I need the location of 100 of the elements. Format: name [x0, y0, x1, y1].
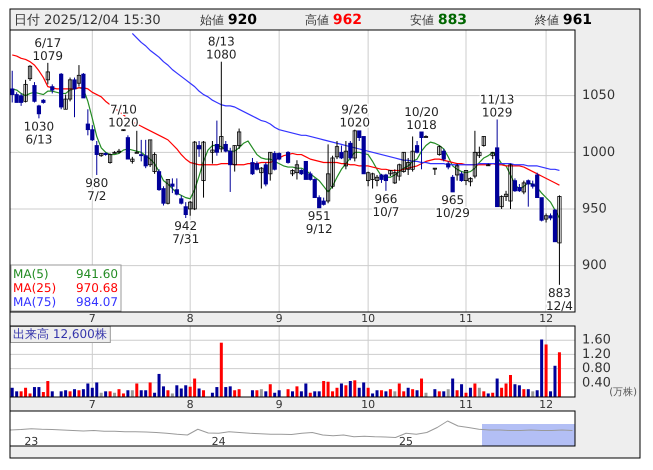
candlestick — [344, 140, 348, 170]
x-tick-label: 9 — [276, 312, 283, 325]
candlestick — [214, 120, 219, 156]
bar — [273, 392, 276, 397]
bar — [500, 388, 504, 397]
candlestick — [94, 140, 99, 176]
candlestick — [174, 178, 179, 196]
bar — [335, 388, 338, 397]
candlestick — [512, 178, 518, 192]
candlestick — [326, 144, 330, 204]
bar — [522, 389, 526, 397]
candlestick — [370, 172, 375, 190]
annotation: 883 12/4 — [546, 286, 573, 313]
text: MA(5) 941.60 — [13, 267, 118, 281]
bar — [268, 384, 272, 397]
y-tick-label: 950 — [582, 201, 607, 216]
candlestick — [294, 160, 300, 180]
bar — [198, 388, 201, 397]
bar — [558, 352, 561, 397]
x-tick-label: 11 — [459, 312, 474, 325]
y-tick-label: 1050 — [582, 88, 616, 104]
bar — [398, 384, 401, 397]
candlestick — [437, 145, 442, 156]
candlestick — [36, 104, 42, 119]
candlestick — [32, 82, 37, 103]
candlestick — [348, 140, 352, 161]
candlestick — [81, 72, 86, 98]
text: MA(75) 984.07 — [13, 295, 118, 309]
candlestick — [254, 160, 260, 171]
x-tick-label: 7 — [88, 398, 96, 411]
annotation: 11/13 1029 — [480, 92, 514, 120]
candlestick — [76, 64, 82, 88]
candlestick — [544, 212, 548, 224]
annotation: 951 9/12 — [306, 208, 333, 236]
y-tick-label: 0.40 — [582, 375, 611, 390]
bar — [224, 387, 228, 397]
x-tick-label: 10 — [361, 398, 376, 411]
candlestick — [286, 150, 290, 164]
candlestick — [196, 140, 202, 158]
bar — [46, 381, 50, 397]
candlestick — [455, 163, 460, 182]
candlestick — [334, 140, 340, 160]
candlestick — [450, 174, 455, 192]
bar — [496, 378, 499, 397]
x-tick-label: 12 — [539, 312, 554, 325]
bar — [10, 388, 14, 397]
candlestick — [499, 194, 504, 210]
candlestick — [166, 178, 170, 205]
x-tick-label: 10 — [361, 312, 376, 325]
bar — [366, 388, 370, 397]
candlestick — [108, 152, 112, 164]
candlestick — [14, 92, 19, 103]
candlestick — [50, 84, 54, 94]
candlestick — [459, 171, 464, 182]
candlestick — [442, 148, 446, 162]
bar — [95, 382, 98, 397]
y-axis-title: (万株) — [609, 386, 638, 398]
bar — [424, 392, 428, 397]
bar — [37, 387, 40, 397]
text: 始値 920 — [200, 12, 258, 28]
bar — [353, 380, 356, 397]
candlestick — [126, 134, 130, 160]
candlestick — [464, 170, 468, 186]
bar — [446, 389, 450, 397]
bar — [113, 392, 116, 397]
x-tick-label: 23 — [24, 435, 38, 448]
x-tick-label: 8 — [186, 398, 194, 411]
candlestick — [339, 145, 344, 160]
annotation: 10/20 1018 — [404, 104, 439, 132]
x-tick-label: 9 — [276, 398, 283, 411]
candlestick — [72, 77, 77, 118]
bar — [348, 381, 352, 397]
candlestick — [366, 171, 370, 187]
bar — [295, 386, 298, 397]
candlestick — [28, 64, 32, 82]
text: 終値 961 — [534, 12, 592, 28]
annotation: 6/17 1079 — [32, 36, 64, 63]
x-tick-label: 24 — [212, 435, 226, 448]
candlestick — [264, 162, 268, 187]
bar — [508, 374, 512, 397]
bar — [260, 389, 263, 397]
bar — [73, 389, 76, 397]
bar — [460, 384, 464, 397]
candlestick — [259, 166, 264, 190]
bar — [553, 366, 556, 397]
annotation: 1030 6/13 — [24, 119, 54, 146]
y-tick-label: 0.80 — [582, 361, 611, 376]
text: MA(25) 970.68 — [13, 281, 118, 295]
bar — [344, 385, 348, 397]
x-tick-label: 7 — [88, 312, 96, 325]
candlestick — [268, 152, 272, 182]
bar — [491, 392, 494, 397]
annotation: 980 7/2 — [85, 176, 108, 203]
candlestick — [250, 157, 255, 176]
candlestick — [374, 174, 380, 187]
bar — [215, 387, 218, 397]
bar — [544, 344, 548, 397]
candlestick — [384, 173, 388, 192]
bar — [478, 388, 481, 397]
text: 安値 883 — [410, 12, 468, 28]
